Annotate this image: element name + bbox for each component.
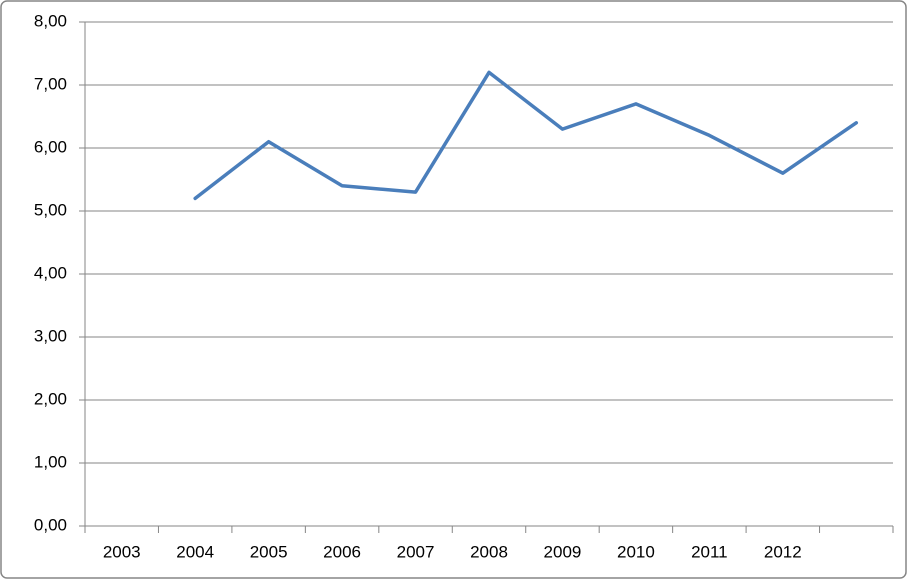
y-tick-label: 3,00 [34,326,67,345]
line-series [193,70,859,201]
x-tick-label: 2003 [103,542,141,561]
y-tick-label: 4,00 [34,263,67,282]
x-tick-label: 2005 [250,542,288,561]
y-tick-label: 8,00 [34,11,67,30]
y-tick-label: 0,00 [34,515,67,534]
x-tick-label: 2009 [544,542,582,561]
x-tick-label: 2007 [397,542,435,561]
x-tick-label: 2008 [470,542,508,561]
y-tick-label: 2,00 [34,389,67,408]
x-tick-label: 2006 [323,542,361,561]
y-tick-label: 7,00 [34,74,67,93]
x-tick-label: 2012 [764,542,802,561]
x-tick-label: 2010 [617,542,655,561]
x-tick-label: 2004 [176,542,214,561]
y-tick-label: 5,00 [34,200,67,219]
x-tick-label: 2011 [691,542,728,561]
y-tick-label: 6,00 [34,137,67,156]
y-tick-label: 1,00 [34,452,67,471]
